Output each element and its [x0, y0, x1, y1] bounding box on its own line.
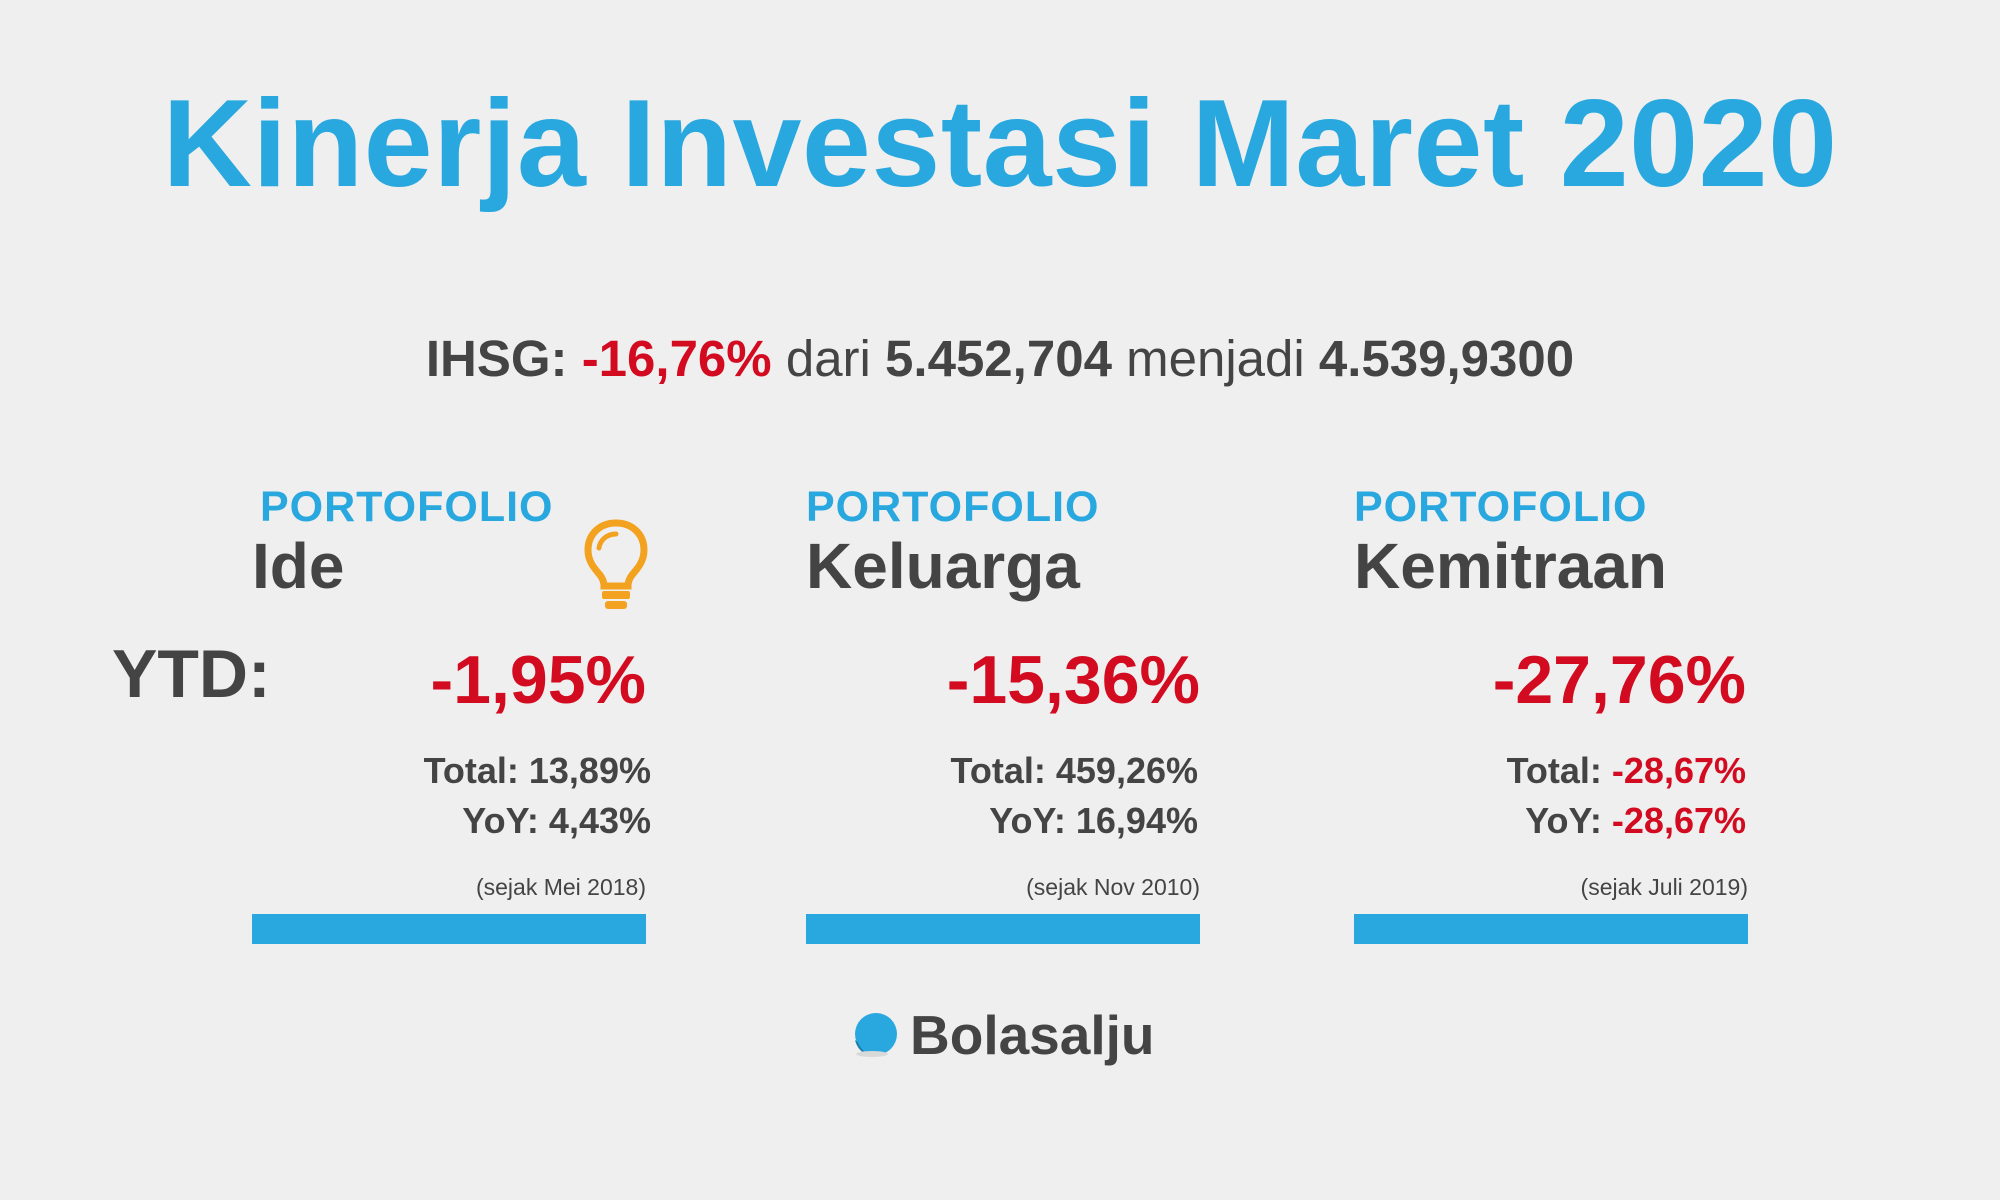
portfolio-kemitraan-bar — [1354, 914, 1748, 944]
portfolio-kemitraan-yoy: YoY: -28,67% — [1326, 803, 1746, 839]
brand-name: Bolasalju — [910, 1004, 1155, 1066]
ihsg-change: -16,76% — [581, 330, 772, 387]
portfolio-ide-ytd: -1,95% — [430, 642, 646, 718]
portfolio-keluarga-ytd: -15,36% — [946, 642, 1200, 718]
portfolio-kemitraan-total: Total: -28,67% — [1326, 753, 1746, 789]
portfolio-ide-bar — [252, 914, 646, 944]
ytd-label: YTD: — [112, 636, 271, 712]
portfolio-kemitraan-ytd: -27,76% — [1492, 642, 1746, 718]
yoy-value: 4,43% — [548, 800, 651, 841]
total-value: 13,89% — [528, 750, 651, 791]
portfolio-ide-since: (sejak Mei 2018) — [475, 874, 646, 900]
total-label: Total: — [950, 750, 1046, 791]
ihsg-summary: IHSG: -16,76% dari 5.452,704 menjadi 4.5… — [0, 328, 2000, 389]
portfolio-keluarga-since: (sejak Nov 2010) — [1026, 874, 1200, 900]
portfolio-keluarga-total: Total: 459,26% — [778, 753, 1198, 789]
total-label: Total: — [1506, 750, 1602, 791]
portfolio-keluarga-yoy: YoY: 16,94% — [778, 803, 1198, 839]
lightbulb-icon — [584, 519, 648, 609]
ihsg-to-word: menjadi — [1126, 330, 1305, 387]
portfolio-ide-label: PORTOFOLIO — [260, 483, 554, 531]
portfolio-keluarga-label: PORTOFOLIO — [806, 483, 1100, 531]
yoy-value: -28,67% — [1611, 800, 1746, 841]
ihsg-from-word: dari — [785, 330, 871, 387]
yoy-label: YoY: — [1525, 800, 1602, 841]
total-value: 459,26% — [1055, 750, 1198, 791]
portfolio-keluarga-name: Keluarga — [806, 530, 1080, 602]
total-label: Total: — [423, 750, 519, 791]
total-value: -28,67% — [1611, 750, 1746, 791]
ihsg-from-value: 5.452,704 — [885, 330, 1112, 387]
portfolio-kemitraan-label: PORTOFOLIO — [1354, 483, 1648, 531]
portfolio-kemitraan-name: Kemitraan — [1354, 530, 1667, 602]
portfolio-kemitraan-since: (sejak Juli 2019) — [1580, 874, 1748, 900]
yoy-value: 16,94% — [1075, 800, 1198, 841]
portfolio-ide-total: Total: 13,89% — [231, 753, 651, 789]
portfolio-ide-name: Ide — [252, 530, 345, 602]
ihsg-label: IHSG: — [425, 330, 568, 387]
portfolio-keluarga-bar — [806, 914, 1200, 944]
brand: Bolasalju — [850, 1000, 1155, 1070]
yoy-label: YoY: — [989, 800, 1066, 841]
portfolio-ide-yoy: YoY: 4,43% — [231, 803, 651, 839]
page-title: Kinerja Investasi Maret 2020 — [162, 75, 1838, 213]
snowball-logo-icon — [855, 1013, 897, 1057]
yoy-label: YoY: — [462, 800, 539, 841]
ihsg-to-value: 4.539,9300 — [1318, 330, 1575, 387]
